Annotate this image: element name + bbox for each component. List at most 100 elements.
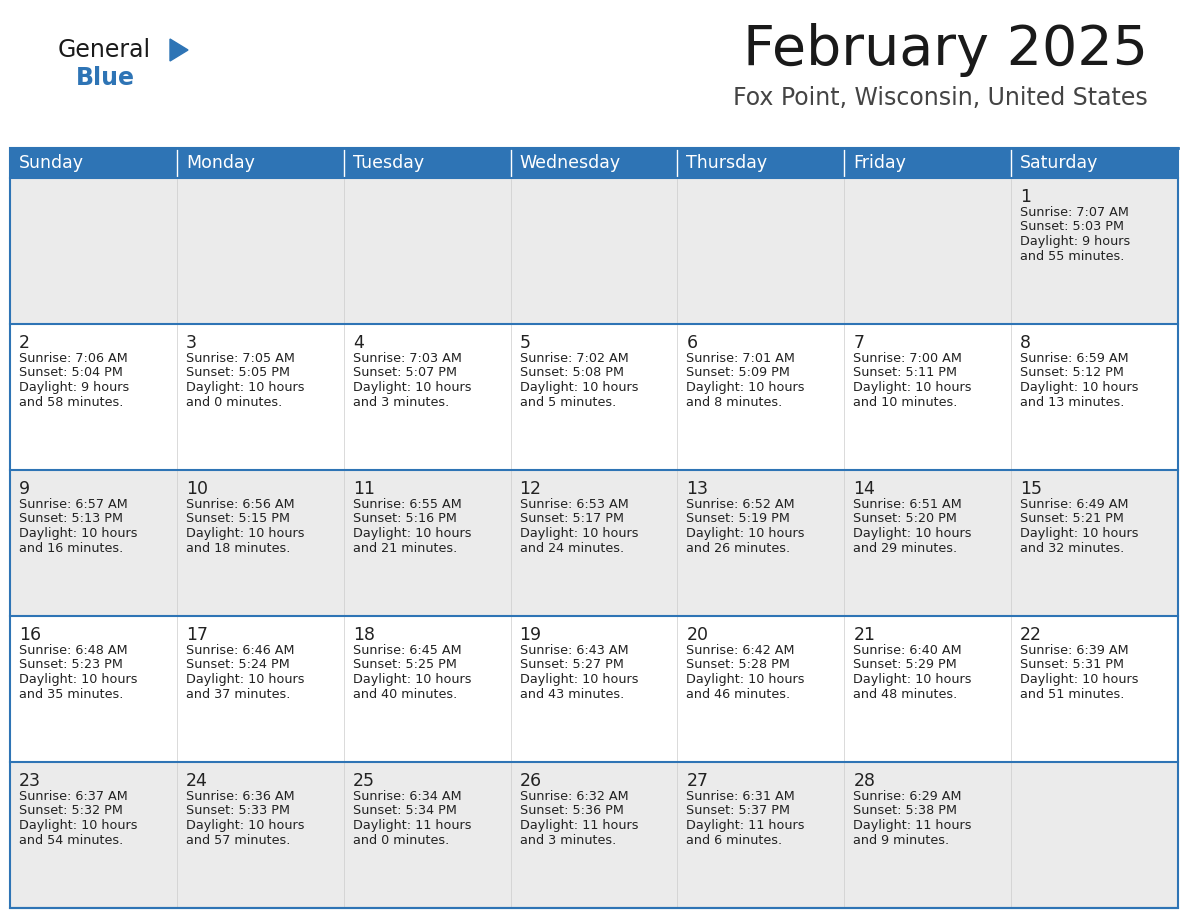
Text: 12: 12 <box>519 480 542 498</box>
Text: Daylight: 11 hours: Daylight: 11 hours <box>519 819 638 832</box>
Text: and 10 minutes.: and 10 minutes. <box>853 396 958 409</box>
Text: and 37 minutes.: and 37 minutes. <box>185 688 290 700</box>
Text: and 8 minutes.: and 8 minutes. <box>687 396 783 409</box>
Text: Daylight: 11 hours: Daylight: 11 hours <box>853 819 972 832</box>
Text: 28: 28 <box>853 772 876 790</box>
Bar <box>10 148 177 178</box>
Text: Sunrise: 6:29 AM: Sunrise: 6:29 AM <box>853 790 962 803</box>
Text: Sunrise: 6:56 AM: Sunrise: 6:56 AM <box>185 498 295 511</box>
Bar <box>10 470 1178 616</box>
Text: Sunset: 5:05 PM: Sunset: 5:05 PM <box>185 366 290 379</box>
Text: Sunrise: 6:36 AM: Sunrise: 6:36 AM <box>185 790 295 803</box>
Text: and 0 minutes.: and 0 minutes. <box>353 834 449 846</box>
Text: Sunrise: 7:06 AM: Sunrise: 7:06 AM <box>19 352 128 365</box>
Text: Sunset: 5:07 PM: Sunset: 5:07 PM <box>353 366 456 379</box>
Text: Sunset: 5:24 PM: Sunset: 5:24 PM <box>185 658 290 671</box>
Text: 8: 8 <box>1020 334 1031 352</box>
Text: Sunset: 5:13 PM: Sunset: 5:13 PM <box>19 512 124 525</box>
Text: 2: 2 <box>19 334 30 352</box>
Bar <box>10 148 1178 908</box>
Text: and 16 minutes.: and 16 minutes. <box>19 542 124 554</box>
Text: Saturday: Saturday <box>1020 154 1099 172</box>
Text: Monday: Monday <box>185 154 254 172</box>
Text: Sunrise: 7:02 AM: Sunrise: 7:02 AM <box>519 352 628 365</box>
Bar <box>10 324 1178 470</box>
Text: February 2025: February 2025 <box>742 23 1148 77</box>
Text: Sunrise: 6:42 AM: Sunrise: 6:42 AM <box>687 644 795 657</box>
Text: 6: 6 <box>687 334 697 352</box>
Bar <box>10 616 1178 762</box>
Text: Sunrise: 6:32 AM: Sunrise: 6:32 AM <box>519 790 628 803</box>
Text: Sunset: 5:09 PM: Sunset: 5:09 PM <box>687 366 790 379</box>
Text: Daylight: 10 hours: Daylight: 10 hours <box>853 381 972 394</box>
Text: Sunset: 5:19 PM: Sunset: 5:19 PM <box>687 512 790 525</box>
Text: Sunset: 5:15 PM: Sunset: 5:15 PM <box>185 512 290 525</box>
Text: Sunset: 5:23 PM: Sunset: 5:23 PM <box>19 658 122 671</box>
Text: Daylight: 10 hours: Daylight: 10 hours <box>19 673 138 686</box>
Text: Daylight: 10 hours: Daylight: 10 hours <box>185 527 304 540</box>
Text: Sunset: 5:27 PM: Sunset: 5:27 PM <box>519 658 624 671</box>
Bar <box>10 762 1178 908</box>
Text: Sunset: 5:12 PM: Sunset: 5:12 PM <box>1020 366 1124 379</box>
Text: Daylight: 9 hours: Daylight: 9 hours <box>1020 235 1131 248</box>
Text: and 46 minutes.: and 46 minutes. <box>687 688 790 700</box>
Text: and 54 minutes.: and 54 minutes. <box>19 834 124 846</box>
Text: Sunrise: 6:49 AM: Sunrise: 6:49 AM <box>1020 498 1129 511</box>
Text: and 21 minutes.: and 21 minutes. <box>353 542 457 554</box>
Text: Sunset: 5:25 PM: Sunset: 5:25 PM <box>353 658 456 671</box>
Text: and 9 minutes.: and 9 minutes. <box>853 834 949 846</box>
Text: 11: 11 <box>353 480 374 498</box>
Text: Sunrise: 7:01 AM: Sunrise: 7:01 AM <box>687 352 795 365</box>
Text: Sunset: 5:16 PM: Sunset: 5:16 PM <box>353 512 456 525</box>
Text: Daylight: 10 hours: Daylight: 10 hours <box>687 673 805 686</box>
Text: and 35 minutes.: and 35 minutes. <box>19 688 124 700</box>
Text: Daylight: 11 hours: Daylight: 11 hours <box>353 819 472 832</box>
Text: 18: 18 <box>353 626 374 644</box>
Text: Daylight: 10 hours: Daylight: 10 hours <box>1020 527 1138 540</box>
Text: and 58 minutes.: and 58 minutes. <box>19 396 124 409</box>
Text: and 26 minutes.: and 26 minutes. <box>687 542 790 554</box>
Text: Wednesday: Wednesday <box>519 154 620 172</box>
Text: and 29 minutes.: and 29 minutes. <box>853 542 958 554</box>
Text: Daylight: 10 hours: Daylight: 10 hours <box>185 673 304 686</box>
Text: 26: 26 <box>519 772 542 790</box>
Text: Sunrise: 7:00 AM: Sunrise: 7:00 AM <box>853 352 962 365</box>
Text: Daylight: 10 hours: Daylight: 10 hours <box>185 819 304 832</box>
Text: Daylight: 11 hours: Daylight: 11 hours <box>687 819 805 832</box>
Text: Sunset: 5:04 PM: Sunset: 5:04 PM <box>19 366 122 379</box>
Text: 17: 17 <box>185 626 208 644</box>
Text: Daylight: 9 hours: Daylight: 9 hours <box>19 381 129 394</box>
Text: Sunday: Sunday <box>19 154 84 172</box>
Text: and 3 minutes.: and 3 minutes. <box>519 834 615 846</box>
Bar <box>1011 148 1178 178</box>
Bar <box>845 148 1011 178</box>
Text: Daylight: 10 hours: Daylight: 10 hours <box>353 527 472 540</box>
Text: Sunset: 5:08 PM: Sunset: 5:08 PM <box>519 366 624 379</box>
Text: Sunrise: 6:52 AM: Sunrise: 6:52 AM <box>687 498 795 511</box>
Text: Daylight: 10 hours: Daylight: 10 hours <box>519 673 638 686</box>
Text: Daylight: 10 hours: Daylight: 10 hours <box>853 527 972 540</box>
Bar <box>677 148 845 178</box>
Text: Thursday: Thursday <box>687 154 767 172</box>
Text: and 13 minutes.: and 13 minutes. <box>1020 396 1125 409</box>
Text: Sunrise: 6:40 AM: Sunrise: 6:40 AM <box>853 644 962 657</box>
Text: Sunset: 5:37 PM: Sunset: 5:37 PM <box>687 804 790 818</box>
Bar <box>343 148 511 178</box>
Text: and 5 minutes.: and 5 minutes. <box>519 396 615 409</box>
Text: Sunrise: 6:51 AM: Sunrise: 6:51 AM <box>853 498 962 511</box>
Text: Tuesday: Tuesday <box>353 154 424 172</box>
Text: Sunrise: 6:46 AM: Sunrise: 6:46 AM <box>185 644 295 657</box>
Text: Daylight: 10 hours: Daylight: 10 hours <box>687 381 805 394</box>
Text: Daylight: 10 hours: Daylight: 10 hours <box>853 673 972 686</box>
Text: Sunrise: 6:37 AM: Sunrise: 6:37 AM <box>19 790 128 803</box>
Text: and 57 minutes.: and 57 minutes. <box>185 834 290 846</box>
Bar <box>511 148 677 178</box>
Text: Sunrise: 6:53 AM: Sunrise: 6:53 AM <box>519 498 628 511</box>
Text: Daylight: 10 hours: Daylight: 10 hours <box>687 527 805 540</box>
Text: and 55 minutes.: and 55 minutes. <box>1020 250 1125 263</box>
Text: 19: 19 <box>519 626 542 644</box>
Text: Sunrise: 7:05 AM: Sunrise: 7:05 AM <box>185 352 295 365</box>
Text: Sunrise: 6:39 AM: Sunrise: 6:39 AM <box>1020 644 1129 657</box>
Text: 4: 4 <box>353 334 364 352</box>
Polygon shape <box>170 39 188 61</box>
